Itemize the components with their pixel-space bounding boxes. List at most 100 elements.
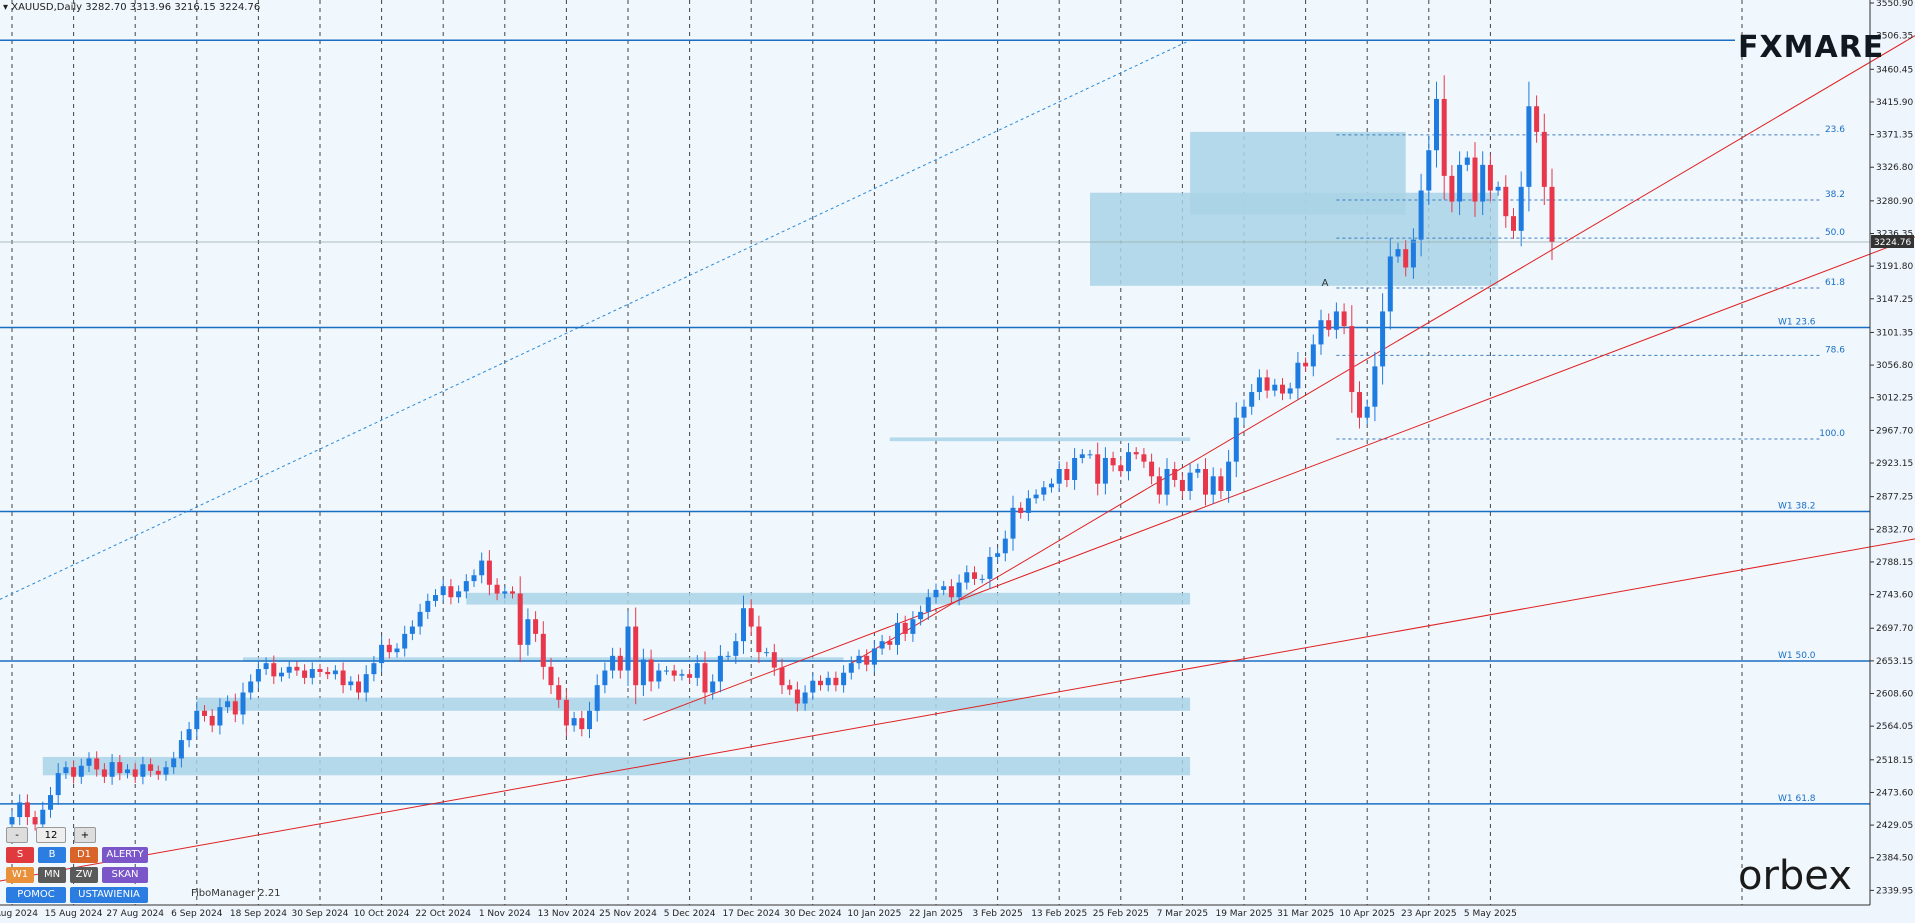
candle-body [94,758,100,770]
y-tick-label: 3371.35 [1876,131,1913,141]
x-tick-label: 23 Apr 2025 [1401,909,1457,919]
candle-body [1310,344,1316,367]
d1-button[interactable]: D1 [70,847,98,863]
candle-body [24,802,30,818]
candle-body [186,729,192,741]
candle-body [1387,256,1393,312]
settings-button[interactable]: USTAWIENIA [70,887,148,903]
y-tick-label: 2788.15 [1876,558,1913,568]
y-tick-label: 2743.60 [1876,591,1913,601]
w1-button[interactable]: W1 [6,867,34,883]
candle-body [302,670,308,678]
help-button[interactable]: POMOC [6,887,66,903]
candle-body [1549,186,1555,242]
candle-body [248,681,254,693]
x-tick-label: 7 Mar 2025 [1157,909,1208,919]
x-tick-label: 10 Oct 2024 [354,909,410,919]
y-tick-label: 3415.90 [1876,98,1913,108]
candle-body [517,593,523,645]
candle-body [32,817,38,825]
x-tick-label: 18 Sep 2024 [230,909,287,919]
x-tick-label: 1 Nov 2024 [479,909,531,919]
candle-body [956,582,962,598]
candle-body [617,655,623,671]
candle-body [1303,362,1309,367]
candle-body [286,666,292,673]
candle-body [63,767,69,774]
zoom-in-button[interactable]: + [74,827,96,843]
candle-body [733,641,739,656]
x-tick-label: 19 Mar 2025 [1215,909,1272,919]
candle-body [348,681,354,686]
sell-button[interactable]: S [6,847,34,863]
y-tick-label: 3236.35 [1876,230,1913,240]
candle-body [702,663,708,693]
candle-body [471,575,477,582]
candle-body [687,674,693,678]
candle-body [510,591,515,594]
candle-body [1087,454,1093,456]
candle-body [1049,483,1054,488]
candle-body [148,764,154,771]
trend-line [643,236,1915,721]
fibo-level-label: 61.8 [1825,278,1845,288]
candle-body [794,689,800,704]
candle-body [1164,468,1170,495]
trend-line [0,538,1915,882]
candle-body [1025,498,1031,513]
candle-body [625,626,631,671]
alerts-button[interactable]: ALERTY [102,847,148,863]
y-tick-label: 2339.95 [1876,886,1913,896]
candle-body [402,633,408,649]
candle-body [494,584,500,594]
scan-button[interactable]: SKAN [102,867,148,883]
candle-body [825,677,831,686]
candle-body [1418,190,1424,240]
demand-zone [1190,131,1406,215]
candle-body [910,619,916,634]
candle-body [1233,417,1239,462]
candle-body [1357,392,1362,418]
demand-zone [196,697,1191,711]
candle-body [194,710,200,730]
fibo-level-label: 38.2 [1825,190,1845,200]
zoom-out-button[interactable]: - [6,827,28,843]
buy-button[interactable]: B [38,847,66,863]
candle-body [1218,476,1224,491]
chevron-down-icon[interactable]: ▾ [3,2,9,13]
candle-body [964,572,970,583]
y-tick-label: 3460.45 [1876,65,1913,75]
candle-body [294,666,300,671]
candle-body [540,633,546,667]
zw-button[interactable]: ZW [70,867,98,883]
candle-body [209,715,215,726]
candle-body [1472,157,1478,202]
candle-body [1410,239,1416,268]
candle-body [779,667,785,686]
orbex-logo: orbex [1738,853,1852,899]
candle-body [1179,479,1185,491]
candle-body [594,685,600,711]
candle-body [1210,476,1216,495]
x-tick-label: 22 Jan 2025 [909,909,963,919]
x-tick-label: 13 Feb 2025 [1031,909,1087,919]
candle-body [1149,461,1155,477]
candle-body [263,663,269,670]
candle-body [764,652,770,654]
candle-body [1380,311,1386,367]
candle-body [664,670,669,672]
candle-body [425,600,431,612]
zoom-value[interactable]: 12 [36,827,66,843]
candle-body [987,556,993,579]
symbol-label: XAUUSD,Daily [11,2,83,13]
candle-body [556,685,562,700]
candle-body [756,626,762,653]
candle-body [1326,320,1332,330]
mn-button[interactable]: MN [38,867,66,883]
candle-body [409,626,415,634]
candle-body [178,740,184,759]
weekly-level-label: W1 50.0 [1778,651,1816,661]
candle-body [1041,487,1047,495]
y-tick-label: 2697.70 [1876,624,1913,634]
